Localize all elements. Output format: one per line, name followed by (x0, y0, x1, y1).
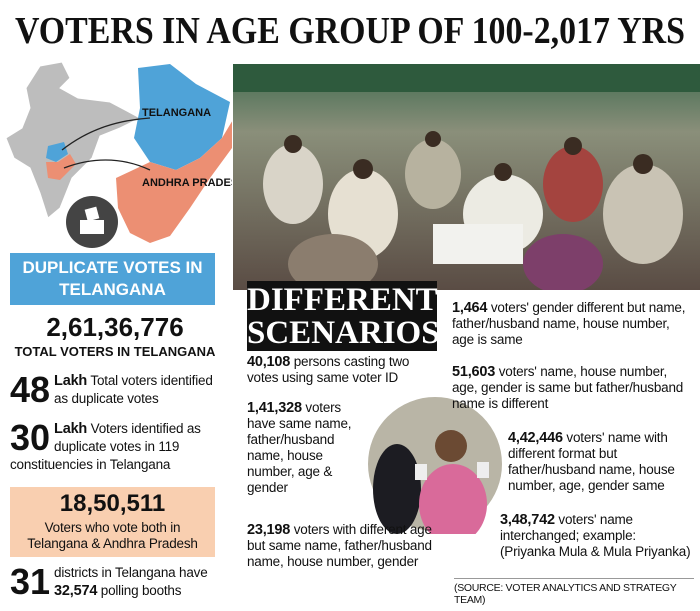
scenario-text: voters with different age but same name,… (247, 522, 432, 569)
face (435, 430, 467, 462)
scenario-number: 1,41,328 (247, 400, 302, 416)
connector (61, 117, 151, 151)
ap-small (46, 154, 76, 180)
telangana-small (46, 142, 68, 162)
photo-wall (233, 64, 700, 92)
source: (SOURCE: VOTER ANALYTICS AND STRATEGY TE… (454, 578, 694, 606)
map-label: ANDHRA PRADESH (142, 177, 232, 189)
scenario-number: 4,42,446 (508, 430, 563, 446)
fact-text: Voters identified as duplicate votes in … (10, 421, 201, 472)
map: TELANGANA ANDHRA PRADESH (5, 61, 232, 248)
scenario: 51,603 voters' name, house number, age, … (452, 364, 692, 412)
scenario-text: voters' name, house number, age, gender … (452, 364, 684, 411)
scenario: 23,198 voters with different age but sam… (247, 522, 452, 570)
fact-text: districts in Telangana have (54, 565, 208, 580)
fact-unit: Lakh (54, 373, 88, 389)
fact-unit: Lakh (54, 421, 88, 437)
fact-number: 31 (10, 561, 51, 602)
heading-line: DIFFERENT (247, 282, 438, 318)
photo (233, 64, 700, 290)
scenario: 40,108 persons casting two votes using s… (247, 354, 442, 386)
total-number: 2,61,36,776 (46, 312, 184, 342)
crowd (263, 131, 683, 290)
heading: DUPLICATE VOTES IN TELANGANA (22, 258, 203, 299)
heading-box: DUPLICATE VOTES IN TELANGANA (10, 253, 215, 305)
title: VOTERS IN AGE GROUP OF 100-2,017 YRS (15, 10, 685, 52)
fact: 31 districts in Telangana have 32,574 po… (10, 564, 225, 600)
title-bar: VOTERS IN AGE GROUP OF 100-2,017 YRS (15, 10, 685, 52)
total-label: TOTAL VOTERS IN TELANGANA (14, 344, 216, 359)
india-outline (5, 61, 142, 219)
fact-text: polling booths (100, 583, 182, 598)
heading-line: SCENARIOS (247, 315, 440, 351)
scenario-text: persons casting two votes using same vot… (247, 354, 410, 385)
figure (419, 464, 487, 534)
fact-text: Total voters identified as duplicate vot… (54, 373, 213, 406)
circle-photo (366, 395, 504, 534)
scenarios-heading: DIFFERENT SCENARIOS (247, 281, 440, 351)
scenario: 4,42,446 voters' name with different for… (508, 430, 694, 494)
ballot-box (80, 220, 104, 234)
fact-number: 48 (10, 369, 51, 410)
connector (63, 159, 151, 171)
scenario-text: voters have same name, father/husband na… (247, 400, 352, 495)
scenario-number: 23,198 (247, 522, 291, 538)
id-card (477, 462, 489, 478)
scenario-text: voters' name interchanged; example: (Pri… (500, 512, 691, 559)
fact-number: 30 (10, 417, 51, 458)
fact: 48 Lakh Total voters identified as dupli… (10, 372, 220, 408)
highlight-number: 18,50,511 (59, 490, 166, 517)
highlight-box: 18,50,511 Voters who vote both in Telang… (10, 487, 215, 557)
scenario-text: voters' gender different but name, fathe… (452, 300, 686, 347)
fact-number: 32,574 (54, 583, 98, 599)
scenario-number: 51,603 (452, 364, 496, 380)
scenario: 1,41,328 voters have same name, father/h… (247, 400, 369, 496)
scenario: 3,48,742 voters' name interchanged; exam… (500, 512, 694, 560)
telangana-shape (134, 64, 230, 170)
figure (373, 444, 421, 534)
id-card (415, 464, 427, 480)
scenario-number: 40,108 (247, 354, 291, 370)
scenario: 1,464 voters' gender different but name,… (452, 300, 692, 348)
scenario-text: voters' name with different format but f… (508, 430, 675, 493)
map-label: TELANGANA (142, 107, 211, 119)
fact: 30 Lakh Voters identified as duplicate v… (10, 420, 220, 474)
highlight-text: Voters who vote both in Telangana & Andh… (27, 520, 198, 551)
ap-shape (116, 121, 232, 243)
scenario-number: 1,464 (452, 300, 488, 316)
scenario-number: 3,48,742 (500, 512, 555, 528)
ballot-paper (84, 206, 100, 222)
